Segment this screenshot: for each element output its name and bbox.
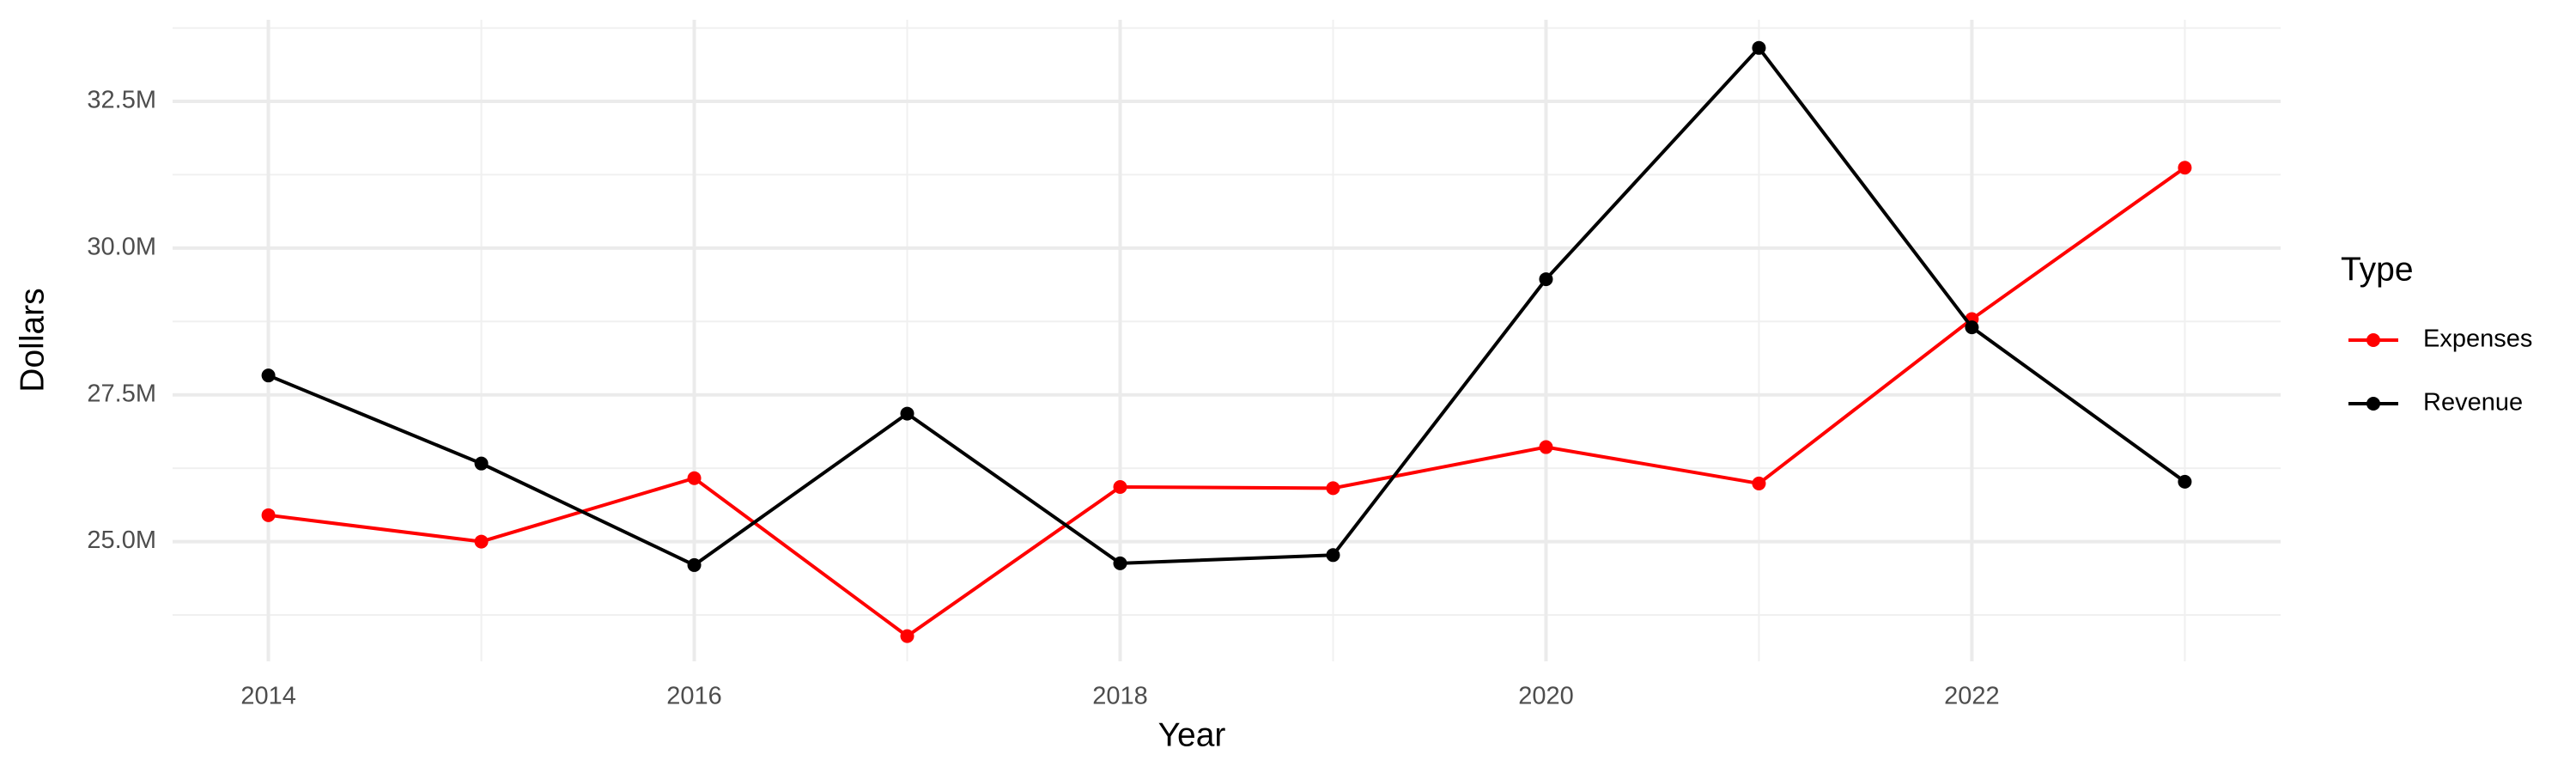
point [261, 508, 276, 522]
point [900, 629, 914, 643]
x-tick-label: 2014 [240, 683, 296, 710]
x-tick-label: 2022 [1944, 683, 2000, 710]
legend-title: Type [2341, 251, 2414, 288]
point [900, 406, 914, 421]
legend-key-point [2366, 397, 2380, 411]
point [1539, 440, 1553, 454]
y-tick-label: 30.0M [87, 234, 156, 261]
x-axis-title: Year [1158, 716, 1226, 753]
x-tick-label: 2020 [1518, 683, 1574, 710]
point [261, 368, 276, 383]
point [1965, 320, 1979, 335]
y-tick-label: 32.5M [87, 87, 156, 114]
point [474, 456, 489, 471]
y-axis-title: Dollars [14, 288, 51, 392]
point [2178, 161, 2192, 175]
series-line [267, 45, 2186, 568]
series-line [268, 166, 2186, 639]
x-tick-label: 2018 [1092, 683, 1148, 710]
legend-text: Revenue [2423, 389, 2523, 417]
point [1752, 40, 1766, 55]
point [1326, 481, 1340, 496]
point [1326, 548, 1340, 563]
point [687, 557, 702, 572]
y-tick-label: 25.0M [87, 526, 156, 554]
point [1113, 480, 1127, 495]
point [1113, 556, 1127, 570]
legend-text: Expenses [2423, 326, 2532, 353]
point [2178, 474, 2192, 489]
point [474, 534, 489, 549]
point [1539, 272, 1553, 287]
y-tick-label: 27.5M [87, 380, 156, 407]
point [687, 471, 702, 485]
legend-key-point [2366, 333, 2380, 347]
point [1752, 476, 1766, 490]
x-tick-label: 2016 [666, 683, 722, 710]
